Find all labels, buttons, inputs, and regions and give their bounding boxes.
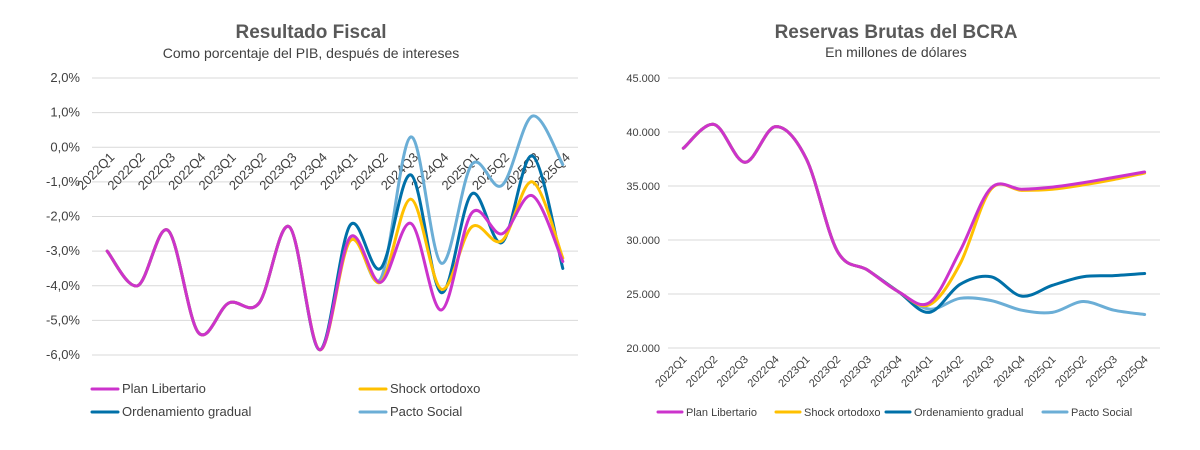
legend-item-shock-ortodoxo: Shock ortodoxo <box>358 381 480 396</box>
legend-item-pacto-social: Pacto Social <box>358 404 462 419</box>
x-tick-label: 2024Q2 <box>930 354 966 390</box>
y-tick-label: 40.000 <box>626 127 660 139</box>
y-axis: 2,0% 1,0% 0,0% -1,0% -2,0% -3,0% -4,0% -5,0% -6,… <box>46 70 80 362</box>
legend-item-pacto-social: Pacto Social <box>1041 407 1132 419</box>
fiscal-result-chart: Resultado Fiscal Como porcentaje del PIB,… <box>46 22 578 419</box>
series-lines <box>105 114 565 352</box>
x-tick-label: 2025Q3 <box>1084 354 1120 390</box>
legend-item-plan-libertario: Plan Libertario <box>90 381 206 396</box>
x-tick-label: 2024Q3 <box>961 354 997 390</box>
x-tick-label: 2022Q4 <box>746 354 782 390</box>
x-tick-label: 2025Q1 <box>1022 354 1058 390</box>
series-line-shock-ortodoxo <box>105 180 565 352</box>
y-tick-label: 20.000 <box>626 343 660 355</box>
x-tick-label: 2023Q4 <box>869 354 905 390</box>
x-tick-label: 2022Q2 <box>684 354 720 390</box>
y-tick-label: -4,0% <box>46 278 80 293</box>
series-line-ordenamiento-gradual <box>681 122 1147 314</box>
y-tick-label: -5,0% <box>46 312 80 327</box>
x-axis: 2022Q12022Q22022Q32022Q42023Q12023Q22023… <box>653 354 1150 390</box>
legend-label: Plan Libertario <box>122 381 206 396</box>
y-tick-label: -1,0% <box>46 174 80 189</box>
legend-item-shock-ortodoxo: Shock ortodoxo <box>774 407 880 419</box>
y-tick-label: 45.000 <box>626 73 660 85</box>
y-tick-label: -2,0% <box>46 209 80 224</box>
y-tick-label: 30.000 <box>626 235 660 247</box>
chart-title: Resultado Fiscal <box>236 22 387 43</box>
x-tick-label: 2023Q3 <box>838 354 874 390</box>
y-tick-label: 0,0% <box>50 139 80 154</box>
gridlines <box>668 77 1160 349</box>
y-tick-label: -6,0% <box>46 347 80 362</box>
legend-item-ordenamiento-gradual: Ordenamiento gradual <box>90 404 251 419</box>
legend: Plan Libertario Shock ortodoxo Ordenamient… <box>656 407 1132 419</box>
series-line-pacto-social <box>681 122 1147 317</box>
legend-label: Ordenamiento gradual <box>914 407 1023 419</box>
x-tick-label: 2024Q1 <box>899 354 935 390</box>
y-tick-label: 25.000 <box>626 289 660 301</box>
legend-label: Shock ortodoxo <box>390 381 480 396</box>
y-axis: 45.000 40.000 35.000 30.000 25.000 20.000 <box>626 73 660 355</box>
x-tick-label: 2022Q1 <box>653 354 689 390</box>
chart-subtitle: Como porcentaje del PIB, después de inte… <box>163 45 460 61</box>
legend-label: Shock ortodoxo <box>804 407 880 419</box>
x-tick-label: 2022Q3 <box>715 354 751 390</box>
legend-item-plan-libertario: Plan Libertario <box>656 407 757 419</box>
x-tick-label: 2023Q1 <box>776 354 812 390</box>
y-tick-label: -3,0% <box>46 243 80 258</box>
legend-label: Pacto Social <box>1071 407 1132 419</box>
x-tick-label: 2024Q4 <box>992 354 1028 390</box>
y-tick-label: 35.000 <box>626 181 660 193</box>
series-lines <box>681 122 1147 317</box>
series-line-pacto-social <box>105 114 565 352</box>
x-tick-label: 2023Q2 <box>807 354 843 390</box>
series-line-plan-libertario <box>105 194 565 352</box>
legend-label: Pacto Social <box>390 404 462 419</box>
legend: Plan Libertario Shock ortodoxo Ordenamient… <box>90 381 480 419</box>
legend-label: Ordenamiento gradual <box>122 404 251 419</box>
chart-subtitle: En millones de dólares <box>825 44 967 60</box>
series-line-plan-libertario <box>681 122 1147 307</box>
legend-item-ordenamiento-gradual: Ordenamiento gradual <box>884 407 1023 419</box>
legend-label: Plan Libertario <box>686 407 757 419</box>
y-tick-label: 1,0% <box>50 105 80 120</box>
x-tick-label: 2025Q4 <box>1115 354 1151 390</box>
y-tick-label: 2,0% <box>50 70 80 85</box>
gridlines <box>92 77 578 356</box>
chart-title: Reservas Brutas del BCRA <box>775 22 1018 43</box>
x-tick-label: 2025Q2 <box>1053 354 1089 390</box>
